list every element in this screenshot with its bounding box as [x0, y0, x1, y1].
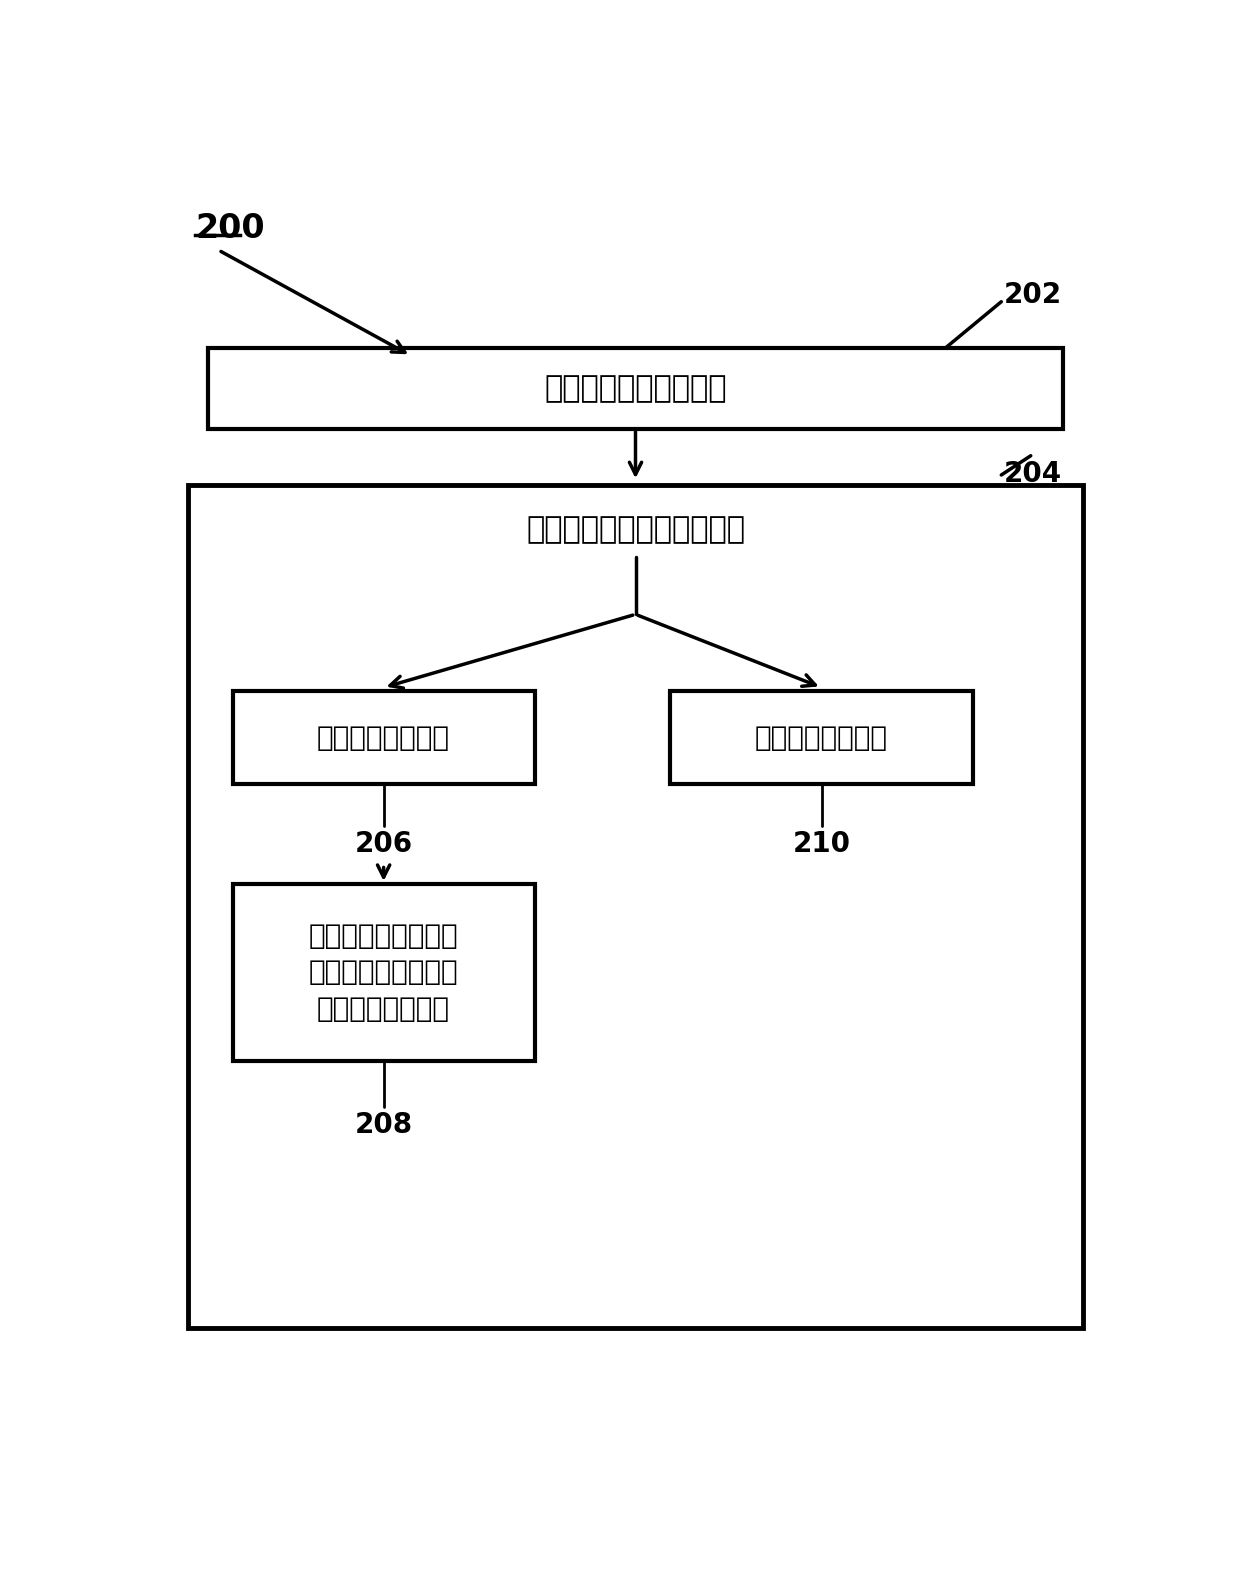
Text: 206: 206 [355, 830, 413, 859]
Bar [233, 691, 534, 784]
Bar [671, 691, 972, 784]
Bar [207, 348, 1063, 429]
Text: 基于重量分布来确定下垂值: 基于重量分布来确定下垂值 [526, 515, 745, 545]
Text: 208: 208 [355, 1110, 413, 1139]
Bar [187, 485, 1084, 1327]
Bar [233, 884, 534, 1061]
Text: 202: 202 [1003, 280, 1061, 309]
Text: 通过将质心和总重量
输入到查找表或数据
变换来确定下垂值: 通过将质心和总重量 输入到查找表或数据 变换来确定下垂值 [309, 922, 459, 1023]
Text: 204: 204 [1003, 459, 1061, 488]
Text: 210: 210 [792, 830, 851, 859]
Text: 200: 200 [196, 212, 265, 244]
Text: 确定主体上的重量分布: 确定主体上的重量分布 [544, 374, 727, 402]
Text: 确定质心和总重量: 确定质心和总重量 [755, 724, 888, 751]
Text: 确定质心和总重量: 确定质心和总重量 [317, 724, 450, 751]
